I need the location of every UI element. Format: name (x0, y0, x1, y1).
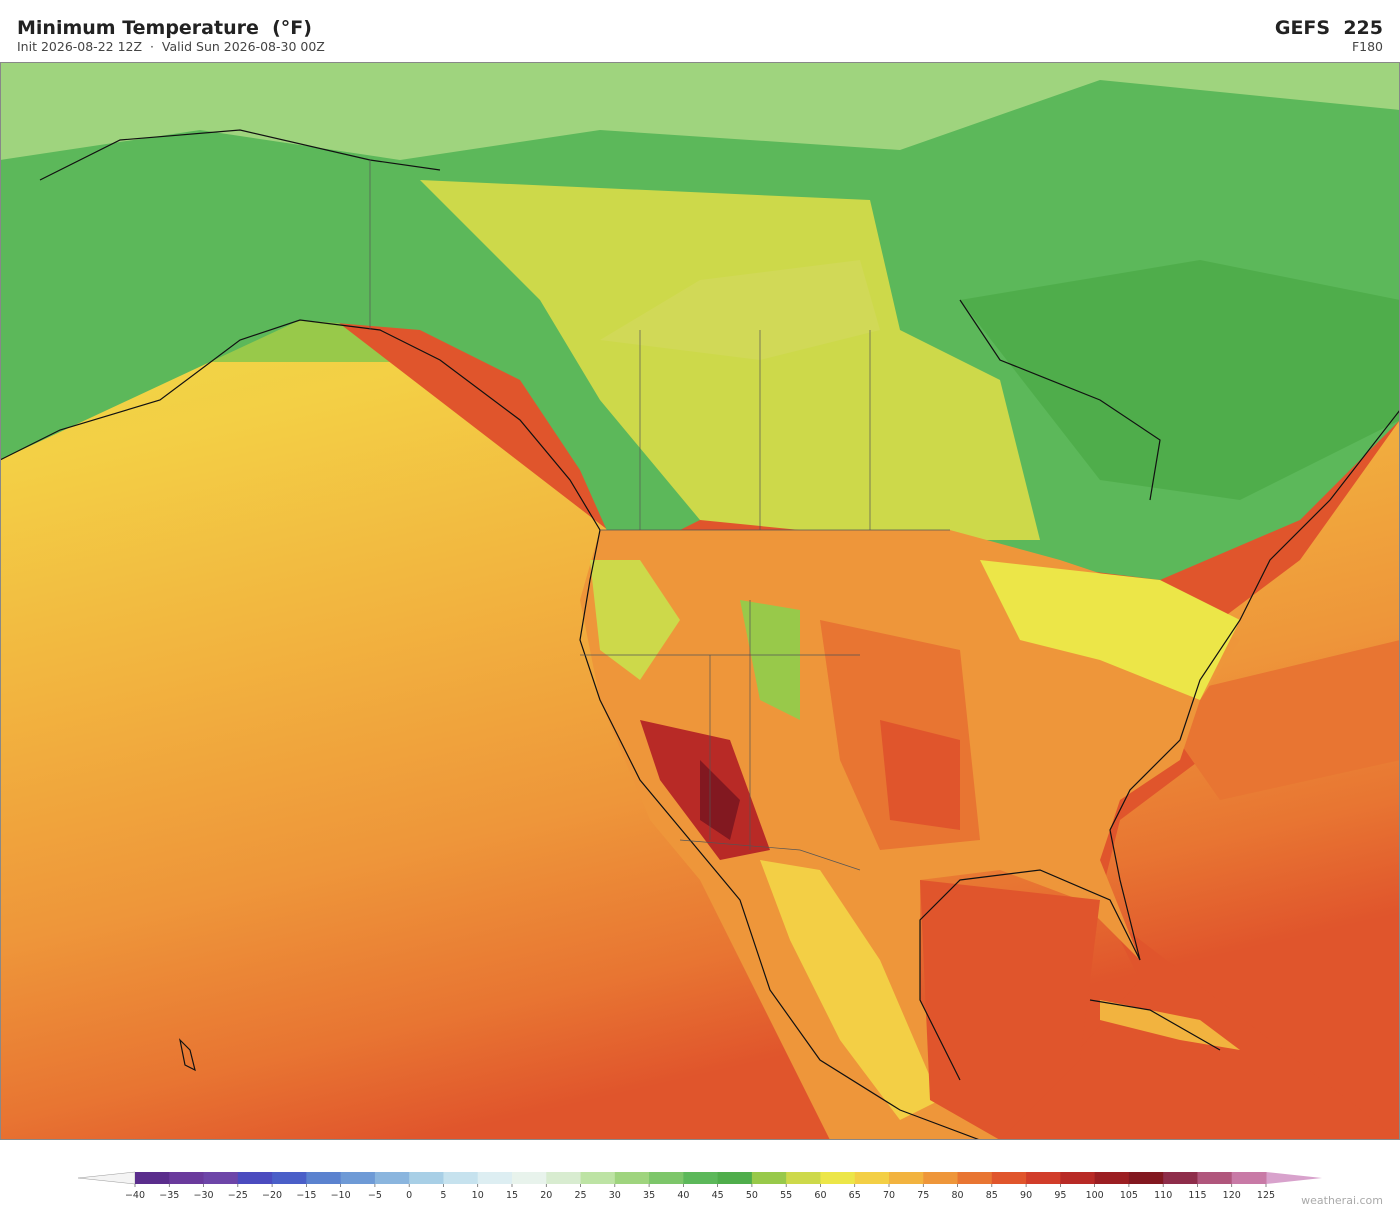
colorbar-tick-label: 25 (574, 1190, 586, 1201)
colorbar-tick-label: 95 (1054, 1190, 1066, 1201)
colorbar-swatch (1128, 1172, 1164, 1184)
colorbar-tick-label: −30 (194, 1190, 214, 1201)
colorbar-swatch (786, 1172, 821, 1184)
colorbar-tick-label: 85 (986, 1190, 998, 1201)
colorbar-tick-label: 45 (712, 1190, 724, 1201)
colorbar-tick-label: 60 (814, 1190, 826, 1201)
colorbar-swatch (889, 1172, 924, 1184)
colorbar-swatch (237, 1172, 273, 1184)
colorbar-swatch (1197, 1172, 1233, 1184)
colorbar-tick-label: 115 (1188, 1190, 1206, 1201)
colorbar-tick-label: 110 (1154, 1190, 1172, 1201)
model: GEFS 225 (1275, 17, 1383, 39)
colorbar: −40 −35 −30 −25 −20 −15 −10 −5 0 5 10 15 20 25 30 35 40 4… (77, 1171, 1322, 1201)
colorbar-tick-label: 120 (1223, 1190, 1241, 1201)
colorbar-swatch (580, 1172, 616, 1184)
colorbar-tick-label: 15 (506, 1190, 518, 1201)
colorbar-swatch (614, 1172, 650, 1184)
colorbar-tick-label: 70 (883, 1190, 895, 1201)
colorbar-tick-label: −20 (262, 1190, 282, 1201)
colorbar-swatch (683, 1172, 719, 1184)
colorbar-tick-label: 20 (540, 1190, 552, 1201)
colorbar-tick-label: −40 (125, 1190, 145, 1201)
colorbar-swatch (957, 1172, 993, 1184)
subtitle: Init 2026-08-22 12Z · Valid Sun 2026-08-… (17, 39, 325, 54)
colorbar-tick-label: 100 (1086, 1190, 1104, 1201)
colorbar-tick-label: 30 (609, 1190, 621, 1201)
colorbar-swatch (854, 1172, 890, 1184)
colorbar-tick-label: −15 (296, 1190, 316, 1201)
colorbar-under (77, 1171, 136, 1185)
colorbar-swatch (717, 1172, 753, 1184)
colorbar-tick-label: 65 (849, 1190, 861, 1201)
colorbar-swatch (751, 1172, 787, 1184)
colorbar-tick-label: −10 (331, 1190, 351, 1201)
colorbar-swatch (272, 1172, 307, 1184)
colorbar-tick-label: 10 (472, 1190, 484, 1201)
colorbar-tick-label: 80 (951, 1190, 963, 1201)
colorbar-tick-label: 105 (1120, 1190, 1138, 1201)
colorbar-tick-label: 50 (746, 1190, 758, 1201)
colorbar-tick-label: 0 (406, 1190, 412, 1201)
title: Minimum Temperature (°F) (17, 17, 312, 39)
colorbar-tick-label: 5 (440, 1190, 446, 1201)
colorbar-swatch (1026, 1172, 1061, 1184)
colorbar-swatch (340, 1172, 376, 1184)
colorbar-swatch (991, 1172, 1027, 1184)
colorbar-tick-label: 75 (917, 1190, 929, 1201)
colorbar-over (1266, 1172, 1322, 1184)
colorbar-swatch (409, 1172, 444, 1184)
colorbar-tick-label: −25 (228, 1190, 248, 1201)
colorbar-tick-label: 125 (1257, 1190, 1275, 1201)
colorbar-tick-label: 40 (677, 1190, 689, 1201)
colorbar-tick-label: 90 (1020, 1190, 1032, 1201)
colorbar-swatch (649, 1172, 684, 1184)
colorbar-tick-label: 35 (643, 1190, 655, 1201)
colorbar-swatch (477, 1172, 513, 1184)
colorbar-swatch (512, 1172, 547, 1184)
colorbar-swatch (1163, 1172, 1198, 1184)
colorbar-swatch (306, 1172, 342, 1184)
credit: weatherai.com (1301, 1194, 1383, 1207)
colorbar-swatch (1094, 1172, 1130, 1184)
colorbar-swatch (1231, 1172, 1267, 1184)
forecast-hour: F180 (1352, 39, 1383, 54)
colorbar-swatch (820, 1172, 856, 1184)
colorbar-swatch (169, 1172, 205, 1184)
colorbar-swatch (135, 1172, 170, 1184)
colorbar-swatch (443, 1172, 479, 1184)
colorbar-swatch (546, 1172, 582, 1184)
colorbar-swatch (923, 1172, 959, 1184)
colorbar-tick-label: 55 (780, 1190, 792, 1201)
colorbar-swatch (1060, 1172, 1096, 1184)
colorbar-swatch (203, 1172, 239, 1184)
map (0, 62, 1400, 1140)
colorbar-tick-label: −5 (368, 1190, 382, 1201)
colorbar-swatch (374, 1172, 410, 1184)
colorbar-tick-label: −35 (159, 1190, 179, 1201)
